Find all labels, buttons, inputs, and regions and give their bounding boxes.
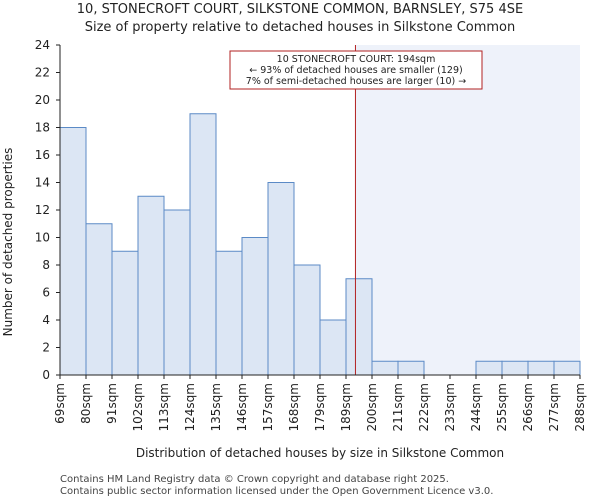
y-tick-label-4: 4 [42, 313, 50, 327]
x-tick-label-135sqm: 135sqm [209, 383, 223, 431]
bar-200sqm [371, 360, 399, 376]
bar-146sqm [241, 237, 269, 376]
bar-211sqm [397, 360, 425, 376]
y-tick-label-8: 8 [42, 258, 50, 272]
x-tick-label-102sqm: 102sqm [131, 383, 145, 431]
x-tick-label-266sqm: 266sqm [521, 383, 535, 431]
x-tick-label-222sqm: 222sqm [417, 383, 431, 431]
y-tick-label-24: 24 [35, 38, 50, 52]
bar-102sqm [137, 195, 165, 376]
y-tick-label-0: 0 [42, 368, 50, 382]
bar-168sqm [293, 264, 321, 376]
bar-135sqm [215, 250, 243, 376]
annotation-line-3: 7% of semi-detached houses are larger (1… [246, 76, 466, 87]
x-tick-label-244sqm: 244sqm [469, 383, 483, 431]
highlight-region [355, 45, 580, 375]
y-tick-label-14: 14 [35, 176, 50, 190]
x-tick-label-157sqm: 157sqm [261, 383, 275, 431]
bar-277sqm [553, 360, 581, 376]
chart-subtitle: Size of property relative to detached ho… [85, 20, 516, 35]
y-tick-label-2: 2 [42, 341, 50, 355]
annotation-box: 10 STONECROFT COURT: 194sqm ← 93% of det… [229, 50, 483, 90]
annotation-line-2: ← 93% of detached houses are smaller (12… [249, 65, 462, 76]
x-tick-label-288sqm: 288sqm [573, 383, 587, 431]
bar-179sqm [319, 319, 347, 376]
bar-157sqm [267, 182, 295, 376]
x-tick-label-211sqm: 211sqm [391, 383, 405, 431]
bar-244sqm [475, 360, 503, 376]
bar-80sqm [85, 223, 113, 376]
y-tick-label-18: 18 [35, 121, 50, 135]
x-axis: 69sqm 80sqm 91sqm 102sqm 113sqm 124sqm 135sqm 1… [53, 374, 587, 431]
y-tick-label-22: 22 [35, 66, 50, 80]
annotation-line-1: 10 STONECROFT COURT: 194sqm [277, 54, 436, 65]
bar-113sqm [163, 209, 191, 376]
bar-91sqm [111, 250, 139, 376]
x-tick-label-146sqm: 146sqm [235, 383, 249, 431]
chart-title: 10, STONECROFT COURT, SILKSTONE COMMON, … [77, 2, 523, 17]
annotation-frame [229, 50, 483, 90]
footer-line-1: Contains HM Land Registry data © Crown c… [60, 474, 449, 485]
x-tick-label-113sqm: 113sqm [157, 383, 171, 431]
bar-124sqm [189, 113, 217, 376]
x-tick-label-255sqm: 255sqm [495, 383, 509, 431]
bar-266sqm [527, 360, 555, 376]
x-tick-label-277sqm: 277sqm [547, 383, 561, 431]
x-tick-label-124sqm: 124sqm [183, 383, 197, 431]
x-tick-label-91sqm: 91sqm [105, 383, 119, 424]
y-tick-label-12: 12 [35, 203, 50, 217]
y-tick-label-10: 10 [35, 231, 50, 245]
x-tick-label-168sqm: 168sqm [287, 383, 301, 431]
x-tick-label-189sqm: 189sqm [339, 383, 353, 431]
y-tick-label-16: 16 [35, 148, 50, 162]
bar-69sqm [59, 127, 87, 376]
bars-group [59, 113, 581, 376]
x-axis-label: Distribution of detached houses by size … [136, 446, 504, 460]
x-tick-label-179sqm: 179sqm [313, 383, 327, 431]
bar-255sqm [501, 360, 529, 376]
x-tick-label-69sqm: 69sqm [53, 383, 67, 424]
x-tick-label-80sqm: 80sqm [79, 383, 93, 424]
y-tick-label-6: 6 [42, 286, 50, 300]
y-axis-label: Number of detached properties [1, 148, 15, 337]
x-tick-label-233sqm: 233sqm [443, 383, 457, 431]
footer-line-2: Contains public sector information licen… [60, 486, 493, 497]
bar-189sqm [345, 278, 373, 376]
y-tick-label-20: 20 [35, 93, 50, 107]
x-tick-label-200sqm: 200sqm [365, 383, 379, 431]
